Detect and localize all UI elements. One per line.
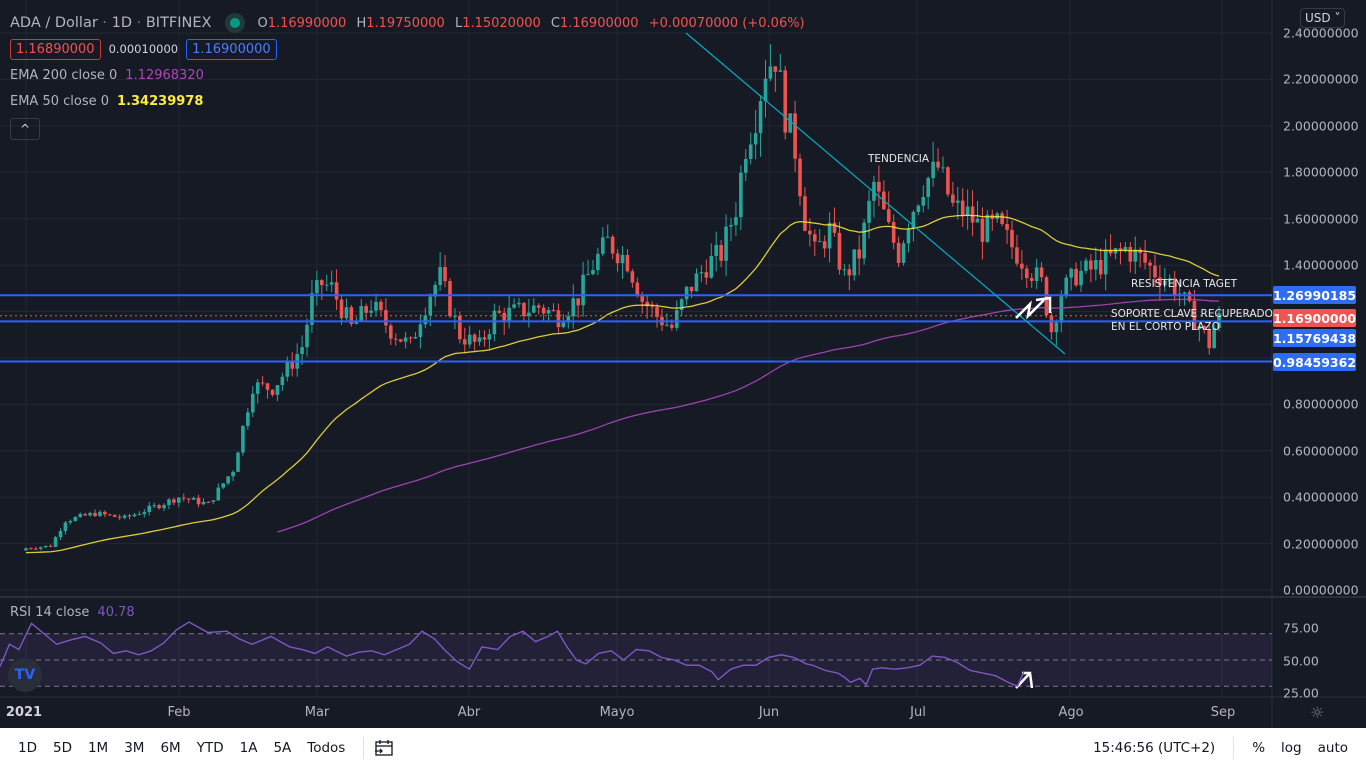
price-axis-label: 2.40000000 — [1283, 25, 1359, 41]
chart-area[interactable] — [0, 0, 1366, 728]
range-5d[interactable]: 5D — [52, 740, 72, 756]
chevron-up-icon: ^ — [19, 122, 31, 136]
level-price-tag: 0.98459362 — [1272, 353, 1357, 371]
range-3m[interactable]: 3M — [124, 740, 145, 756]
rsi-label: RSI 14 close — [10, 605, 90, 620]
range-1a[interactable]: 1A — [239, 740, 258, 756]
time-axis-ago: Ago — [1058, 705, 1084, 720]
bid-ask-row: 1.16890000 0.00010000 1.16900000 — [10, 36, 811, 62]
ema200-value: 1.12968320 — [125, 67, 204, 83]
price-axis-label: 0.20000000 — [1283, 536, 1359, 552]
clock[interactable]: 15:46:56 (UTC+2) — [1093, 740, 1216, 756]
rsi-axis-25: 25.00 — [1283, 685, 1319, 701]
range-ytd[interactable]: YTD — [196, 740, 224, 756]
high-value: 1.19750000 — [366, 15, 445, 31]
currency-dropdown[interactable]: USD ˅ — [1300, 8, 1346, 28]
chart-settings-gear-icon[interactable]: ☼ — [1310, 703, 1325, 722]
market-status-icon — [225, 13, 246, 33]
range-5a[interactable]: 5A — [273, 740, 292, 756]
open-value: 1.16990000 — [267, 15, 347, 31]
interval: 1D — [111, 15, 133, 31]
rsi-axis-75: 75.00 — [1283, 620, 1319, 636]
symbol-row: ADA / Dollar · 1D · BITFINEX O1.16990000… — [10, 10, 811, 36]
go-to-date-calendar-icon[interactable] — [374, 739, 394, 757]
close-value: 1.16900000 — [559, 15, 639, 31]
tradingview-logo-icon[interactable]: TV — [8, 658, 42, 692]
ema200-label: EMA 200 close 0 — [10, 67, 118, 83]
exchange: BITFINEX — [145, 15, 212, 31]
time-axis-jun: Jun — [758, 705, 780, 720]
date-range-buttons: 1D 5D 1M 3M 6M YTD 1A 5A Todos — [10, 740, 353, 756]
price-axis-label: 1.80000000 — [1283, 164, 1359, 180]
level-price-tag: 1.26990185 — [1272, 286, 1357, 304]
price-axis-label: 0.80000000 — [1283, 396, 1359, 412]
price-axis-label: 0.00000000 — [1283, 582, 1359, 598]
price-chart-canvas[interactable] — [0, 0, 1366, 728]
log-scale-toggle[interactable]: log — [1281, 740, 1302, 756]
time-axis-feb: Feb — [167, 705, 191, 720]
price-axis-label: 1.60000000 — [1283, 211, 1359, 227]
bottom-toolbar: 1D 5D 1M 3M 6M YTD 1A 5A Todos 15:46:56 … — [0, 728, 1366, 768]
ohlc-values: O1.16990000 H1.19750000 L1.15020000 C1.1… — [257, 15, 805, 31]
annotation-resistencia[interactable]: RESISTENCIA TAGET — [1131, 278, 1237, 290]
time-axis-mayo: Mayo — [599, 705, 635, 720]
time-axis-jul: Jul — [910, 705, 926, 720]
divider — [363, 737, 365, 759]
auto-scale-toggle[interactable]: auto — [1317, 740, 1348, 756]
ema50-label: EMA 50 close 0 — [10, 93, 110, 109]
price-axis-label: 2.20000000 — [1283, 71, 1359, 87]
ema50-legend[interactable]: EMA 50 close 0 1.34239978 — [10, 88, 811, 114]
spread-value: 0.00010000 — [108, 42, 179, 56]
time-axis-2021: 2021 — [5, 705, 43, 720]
ema50-value: 1.34239978 — [117, 93, 204, 109]
time-axis-mar: Mar — [304, 705, 330, 720]
low-value: 1.15020000 — [462, 15, 541, 31]
symbol-name: ADA / Dollar — [10, 15, 98, 31]
range-todos[interactable]: Todos — [307, 740, 346, 756]
level-price-tag: 1.15769438 — [1272, 329, 1357, 347]
annotation-soporte-2[interactable]: EN EL CORTO PLAZO — [1111, 321, 1220, 333]
range-1m[interactable]: 1M — [87, 740, 109, 756]
price-axis-label: 0.40000000 — [1283, 489, 1359, 505]
annotation-tendencia[interactable]: TENDENCIA — [868, 153, 930, 165]
price-axis-label: 2.00000000 — [1283, 118, 1359, 134]
time-axis-abr: Abr — [457, 705, 481, 720]
range-1d[interactable]: 1D — [18, 740, 37, 756]
symbol-title[interactable]: ADA / Dollar · 1D · BITFINEX — [10, 15, 212, 31]
ema200-legend[interactable]: EMA 200 close 0 1.12968320 — [10, 62, 811, 88]
price-axis-label: 0.60000000 — [1283, 443, 1359, 459]
sell-button[interactable]: 1.16890000 — [10, 38, 101, 60]
right-tools: 15:46:56 (UTC+2) % log auto — [1085, 728, 1356, 768]
rsi-value: 40.78 — [97, 605, 135, 620]
price-axis-label: 1.40000000 — [1283, 257, 1359, 273]
divider — [1233, 737, 1235, 759]
percent-scale-toggle[interactable]: % — [1252, 740, 1266, 756]
last-price-tag: 1.16900000 — [1272, 309, 1357, 327]
rsi-axis-50: 50.00 — [1283, 653, 1319, 669]
buy-button[interactable]: 1.16900000 — [186, 38, 277, 60]
time-axis-sep: Sep — [1210, 705, 1236, 720]
collapse-legend-button[interactable]: ^ — [10, 118, 40, 140]
annotation-soporte-1[interactable]: SOPORTE CLAVE RECUPERADO — [1111, 308, 1273, 320]
range-6m[interactable]: 6M — [160, 740, 181, 756]
chart-legend: ADA / Dollar · 1D · BITFINEX O1.16990000… — [10, 10, 811, 140]
rsi-legend[interactable]: RSI 14 close 40.78 — [10, 605, 135, 620]
change-value: +0.00070000 (+0.06%) — [648, 15, 805, 31]
